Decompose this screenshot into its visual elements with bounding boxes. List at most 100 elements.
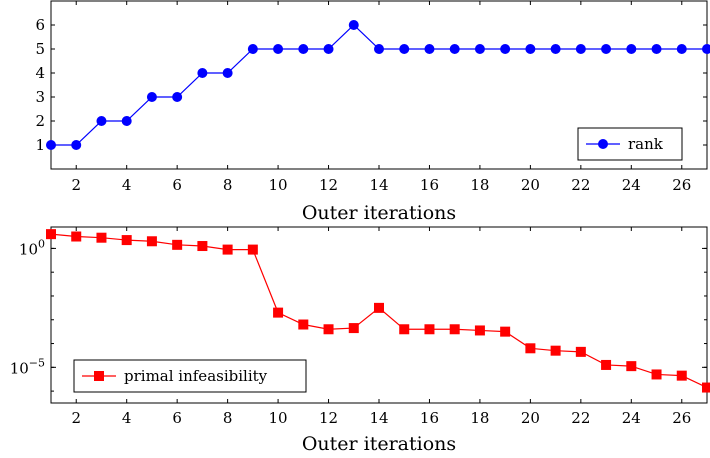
rank-y-tick-label: 2 — [35, 112, 45, 130]
infeasibility-data-point — [247, 244, 258, 255]
rank-legend-marker — [598, 139, 608, 149]
infeasibility-series — [46, 229, 710, 393]
infeasibility-y-tick-label: 100 — [19, 237, 45, 258]
rank-x-tick-label: 2 — [71, 176, 81, 194]
rank-chart-y-ticks: 1 2 3 4 5 6 — [35, 16, 707, 154]
rank-data-point — [247, 44, 258, 54]
rank-data-point — [399, 44, 410, 54]
rank-data-point — [500, 44, 511, 54]
rank-x-tick-label: 12 — [319, 176, 338, 194]
infeasibility-y-tick-label: 10−5 — [10, 356, 45, 377]
infeasibility-data-point — [550, 345, 561, 356]
rank-data-point — [575, 44, 586, 54]
rank-data-point — [273, 44, 284, 54]
rank-y-tick-label: 1 — [35, 136, 45, 154]
infeasibility-data-point — [500, 326, 511, 337]
infeasibility-x-tick-label: 26 — [672, 409, 691, 427]
rank-series — [46, 20, 710, 150]
infeasibility-data-point — [702, 382, 710, 393]
rank-y-tick-label: 6 — [35, 16, 45, 34]
rank-x-tick-label: 18 — [470, 176, 489, 194]
infeasibility-data-point — [424, 324, 435, 335]
infeasibility-data-point — [676, 370, 687, 381]
rank-legend-label: rank — [628, 135, 664, 153]
rank-y-tick-label: 5 — [35, 40, 45, 58]
infeasibility-legend: primal infeasibility — [73, 359, 307, 393]
rank-chart-x-axis-label: Outer iterations — [302, 202, 456, 224]
infeasibility-data-point — [626, 361, 637, 372]
infeasibility-x-tick-label: 10 — [269, 409, 288, 427]
infeasibility-data-point — [71, 231, 82, 242]
infeasibility-x-tick-label: 14 — [369, 409, 388, 427]
infeasibility-legend-label: primal infeasibility — [124, 367, 268, 385]
rank-legend: rank — [577, 127, 683, 161]
rank-x-tick-label: 10 — [269, 176, 288, 194]
rank-data-point — [601, 44, 612, 54]
rank-data-point — [525, 44, 536, 54]
infeasibility-data-point — [222, 244, 233, 255]
infeasibility-x-tick-label: 24 — [622, 409, 641, 427]
infeasibility-legend-marker — [94, 371, 104, 381]
rank-data-point — [172, 92, 183, 102]
rank-data-point — [474, 44, 485, 54]
infeasibility-data-point — [96, 232, 107, 243]
infeasibility-data-point — [601, 359, 612, 370]
infeasibility-x-tick-label: 22 — [571, 409, 590, 427]
rank-data-point — [449, 44, 460, 54]
rank-x-tick-label: 22 — [571, 176, 590, 194]
rank-data-point — [298, 44, 309, 54]
infeasibility-x-tick-label: 4 — [122, 409, 132, 427]
rank-data-point — [676, 44, 687, 54]
infeasibility-data-point — [46, 229, 56, 240]
infeasibility-data-point — [449, 324, 460, 335]
rank-data-point — [374, 44, 384, 54]
infeasibility-data-point — [197, 241, 208, 252]
infeasibility-data-point — [172, 239, 183, 250]
infeasibility-data-point — [323, 324, 334, 335]
rank-x-tick-label: 4 — [122, 176, 132, 194]
infeasibility-data-point — [399, 324, 410, 335]
rank-data-point — [197, 68, 208, 78]
rank-data-point — [146, 92, 157, 102]
rank-y-tick-label: 3 — [35, 88, 45, 106]
infeasibility-x-tick-label: 12 — [319, 409, 338, 427]
rank-data-point — [702, 44, 710, 54]
infeasibility-x-tick-label: 16 — [420, 409, 439, 427]
infeasibility-x-tick-label: 8 — [223, 409, 233, 427]
rank-x-tick-label: 26 — [672, 176, 691, 194]
rank-data-point — [222, 68, 233, 78]
infeasibility-data-point — [298, 319, 309, 330]
infeasibility-x-tick-label: 18 — [470, 409, 489, 427]
rank-x-tick-label: 14 — [369, 176, 388, 194]
infeasibility-x-tick-label: 20 — [521, 409, 540, 427]
infeasibility-x-tick-label: 6 — [172, 409, 182, 427]
rank-data-point — [121, 116, 132, 126]
infeasibility-chart-x-ticks: 2 4 6 8 10 12 14 16 18 20 22 24 26 — [71, 227, 691, 427]
rank-data-point — [71, 140, 82, 150]
rank-x-tick-label: 16 — [420, 176, 439, 194]
rank-data-point — [424, 44, 435, 54]
rank-x-tick-label: 20 — [521, 176, 540, 194]
rank-chart-x-ticks: 2 4 6 8 10 12 14 16 18 20 22 24 26 — [71, 1, 691, 194]
infeasibility-data-point — [474, 325, 485, 336]
infeasibility-data-point — [651, 369, 662, 380]
infeasibility-x-tick-label: 2 — [71, 409, 81, 427]
rank-x-tick-label: 24 — [622, 176, 641, 194]
infeasibility-data-point — [146, 236, 157, 247]
rank-series-line — [51, 24, 707, 146]
rank-data-point — [651, 44, 662, 54]
infeasibility-chart-x-axis-label: Outer iterations — [302, 433, 456, 455]
rank-data-point — [626, 44, 637, 54]
rank-data-point — [96, 116, 107, 126]
rank-data-point — [46, 140, 56, 150]
infeasibility-data-point — [525, 343, 536, 354]
infeasibility-data-point — [121, 235, 132, 246]
infeasibility-data-point — [374, 302, 384, 313]
rank-x-tick-label: 6 — [172, 176, 182, 194]
infeasibility-data-point — [348, 323, 359, 334]
infeasibility-data-point — [273, 307, 284, 318]
rank-x-tick-label: 8 — [223, 176, 233, 194]
rank-data-point — [348, 20, 359, 30]
